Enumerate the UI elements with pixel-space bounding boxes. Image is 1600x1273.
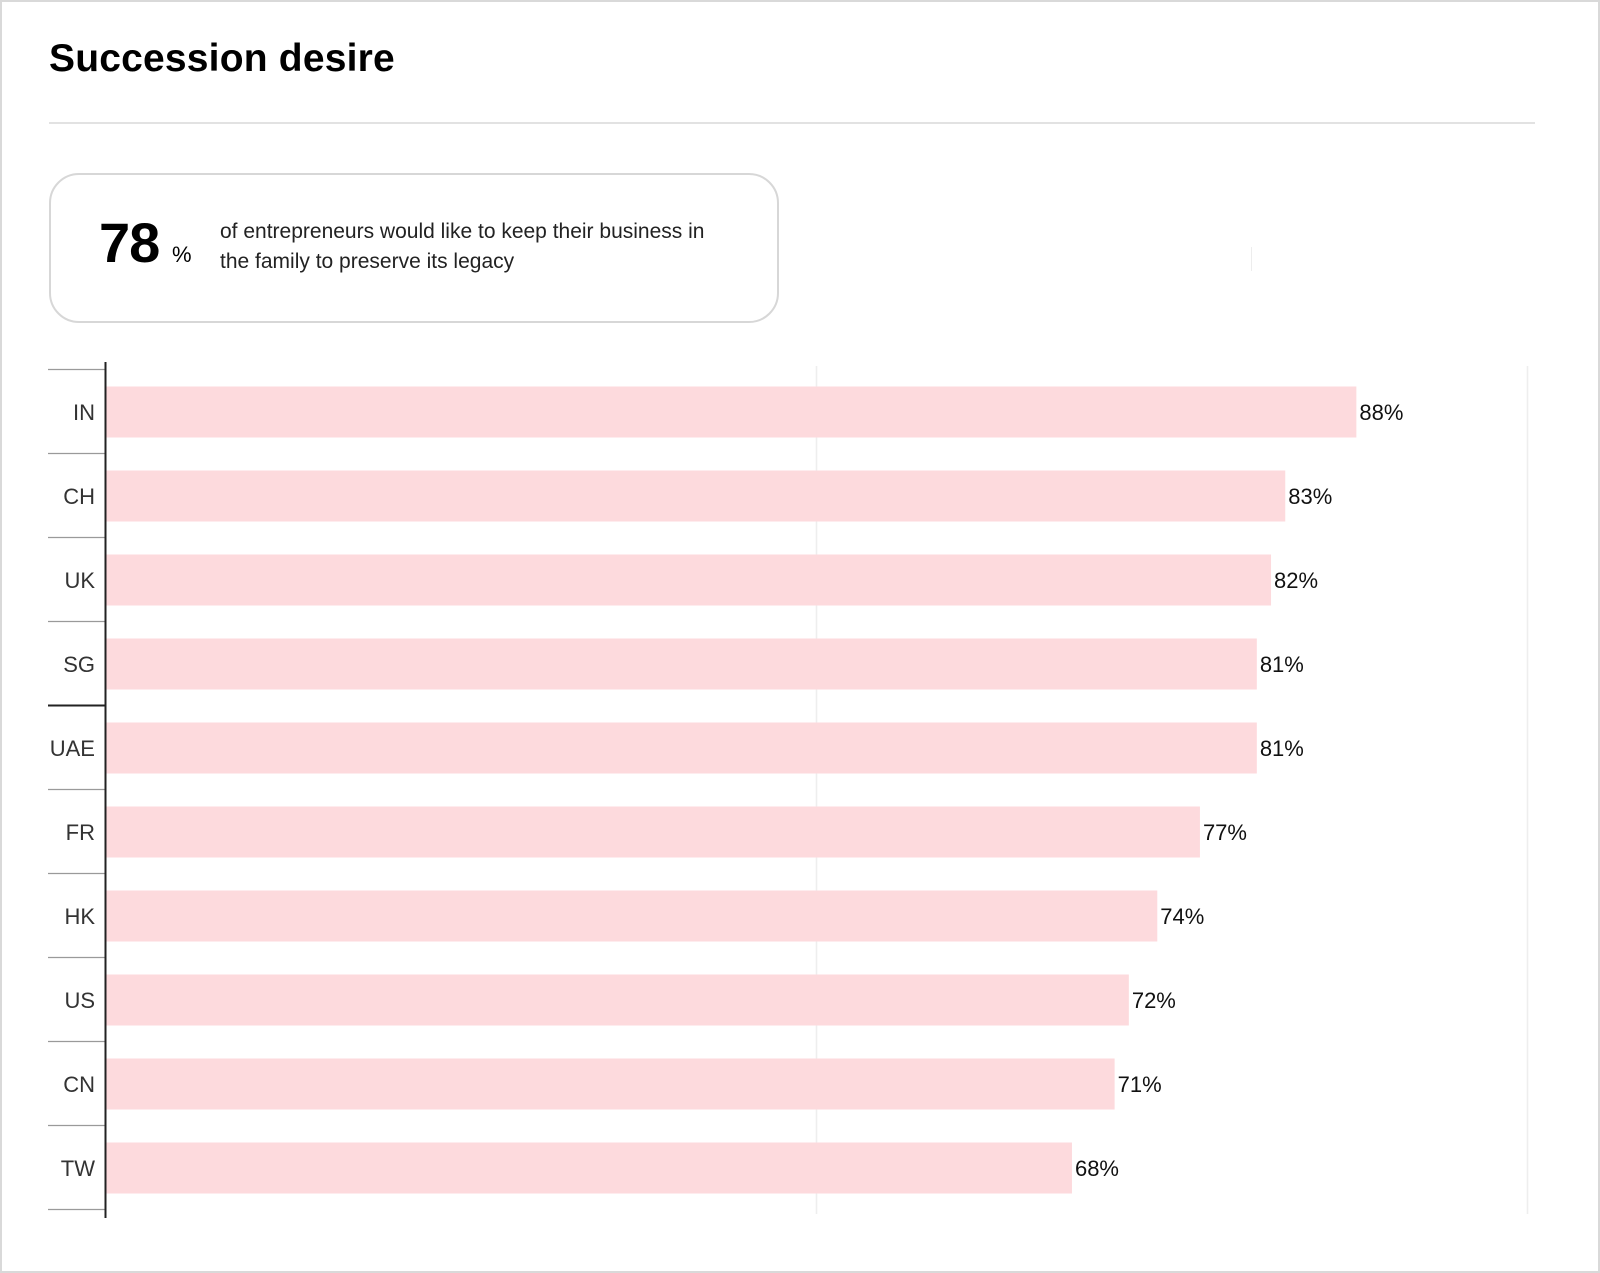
bar-uk: [105, 554, 1272, 606]
category-label-tw: TW: [61, 1156, 95, 1181]
category-label-uae: UAE: [50, 736, 95, 761]
category-label-us: US: [64, 988, 95, 1013]
value-label-uk: 82%: [1274, 568, 1318, 593]
value-label-fr: 77%: [1203, 820, 1247, 845]
value-label-hk: 74%: [1160, 904, 1204, 929]
value-label-in: 88%: [1359, 400, 1403, 425]
value-label-sg: 81%: [1260, 652, 1304, 677]
bar-us: [105, 974, 1129, 1026]
chart-title: Succession desire: [49, 37, 395, 80]
bar-in: [105, 386, 1357, 438]
value-label-uae: 81%: [1260, 736, 1304, 761]
value-label-ch: 83%: [1288, 484, 1332, 509]
value-label-cn: 71%: [1118, 1072, 1162, 1097]
category-label-uk: UK: [64, 568, 95, 593]
stat-unit: %: [172, 242, 192, 267]
bar-fr: [105, 806, 1200, 858]
title-divider: [49, 122, 1535, 124]
decorative-divider: [1251, 247, 1252, 271]
value-label-tw: 68%: [1075, 1156, 1119, 1181]
bar-ch: [105, 470, 1286, 522]
bar-uae: [105, 722, 1257, 774]
category-label-sg: SG: [63, 652, 95, 677]
stat-description: of entrepreneurs would like to keep thei…: [220, 220, 705, 273]
stat-callout-card: 78 % of entrepreneurs would like to keep…: [49, 173, 779, 323]
category-label-fr: FR: [66, 820, 95, 845]
category-label-in: IN: [73, 400, 95, 425]
category-label-cn: CN: [63, 1072, 95, 1097]
category-label-hk: HK: [64, 904, 95, 929]
bar-hk: [105, 890, 1158, 942]
stat-value: 78: [99, 211, 160, 274]
bar-sg: [105, 638, 1257, 690]
category-label-ch: CH: [63, 484, 95, 509]
bar-tw: [105, 1142, 1072, 1194]
value-label-us: 72%: [1132, 988, 1176, 1013]
bar-cn: [105, 1058, 1115, 1110]
